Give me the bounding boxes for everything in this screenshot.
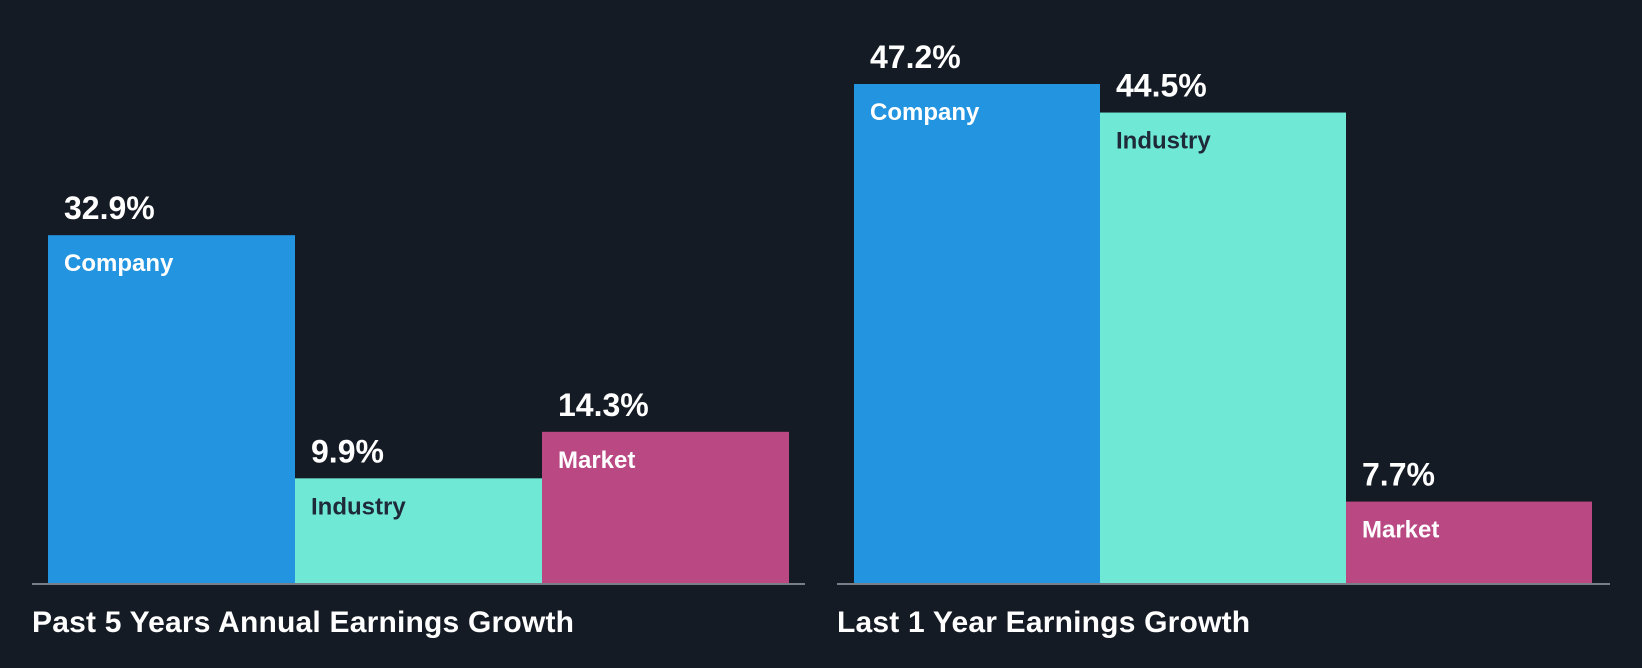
category-label-industry: Industry xyxy=(1116,128,1211,155)
value-label-company: 32.9% xyxy=(64,190,155,226)
bar-company xyxy=(854,84,1100,583)
chart-panel-1: 32.9% Company 9.9% Industry 14.3% Market xyxy=(32,190,805,585)
chart-title-last-1-year: Last 1 Year Earnings Growth xyxy=(837,606,1251,639)
bar-industry xyxy=(295,478,542,583)
category-label-company: Company xyxy=(870,99,980,126)
bar-industry xyxy=(1100,112,1346,583)
category-label-market: Market xyxy=(1362,517,1439,544)
chart-panel-2: 47.2% Company 44.5% Industry 7.7% Market xyxy=(837,39,1610,585)
category-label-market: Market xyxy=(558,447,635,474)
value-label-market: 7.7% xyxy=(1362,457,1435,493)
value-label-market: 14.3% xyxy=(558,387,649,423)
category-label-industry: Industry xyxy=(311,493,406,520)
bar-market xyxy=(1346,501,1592,583)
category-label-company: Company xyxy=(64,250,174,277)
bar-market xyxy=(542,431,789,583)
chart-title-past-5-years: Past 5 Years Annual Earnings Growth xyxy=(32,606,575,639)
value-label-industry: 9.9% xyxy=(311,433,384,469)
bar-company xyxy=(48,235,295,583)
value-label-company: 47.2% xyxy=(870,39,961,75)
value-label-industry: 44.5% xyxy=(1116,68,1207,104)
